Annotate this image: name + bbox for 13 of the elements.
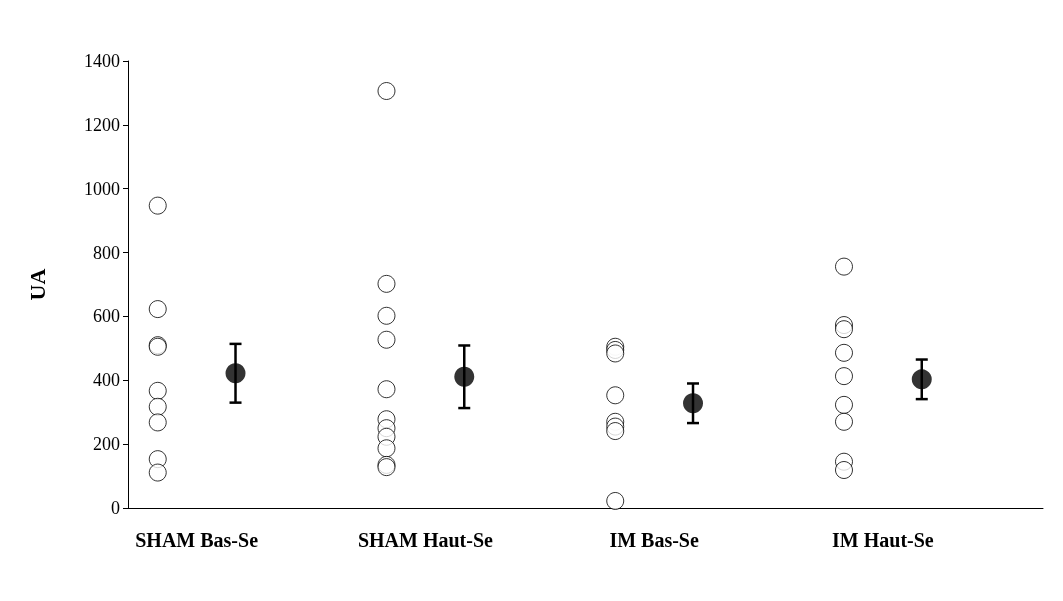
- y-tick-label: 200: [93, 434, 120, 455]
- x-tick-label: IM Bas-Se: [609, 529, 699, 551]
- y-tick-label: 1400: [84, 51, 120, 71]
- y-tick-label: 800: [93, 242, 120, 263]
- x-tick-label: SHAM Haut-Se: [357, 529, 493, 551]
- y-axis-title: UA: [24, 268, 50, 301]
- y-tick-label: 0: [111, 498, 120, 518]
- y-tick-label: 1200: [84, 114, 120, 135]
- y-tick-label: 600: [93, 306, 120, 327]
- x-tick-label: SHAM Bas-Se: [135, 529, 259, 551]
- y-tick-label: 400: [93, 370, 120, 391]
- y-tick-label: 1000: [84, 178, 120, 199]
- x-tick-label: IM Haut-Se: [832, 529, 934, 551]
